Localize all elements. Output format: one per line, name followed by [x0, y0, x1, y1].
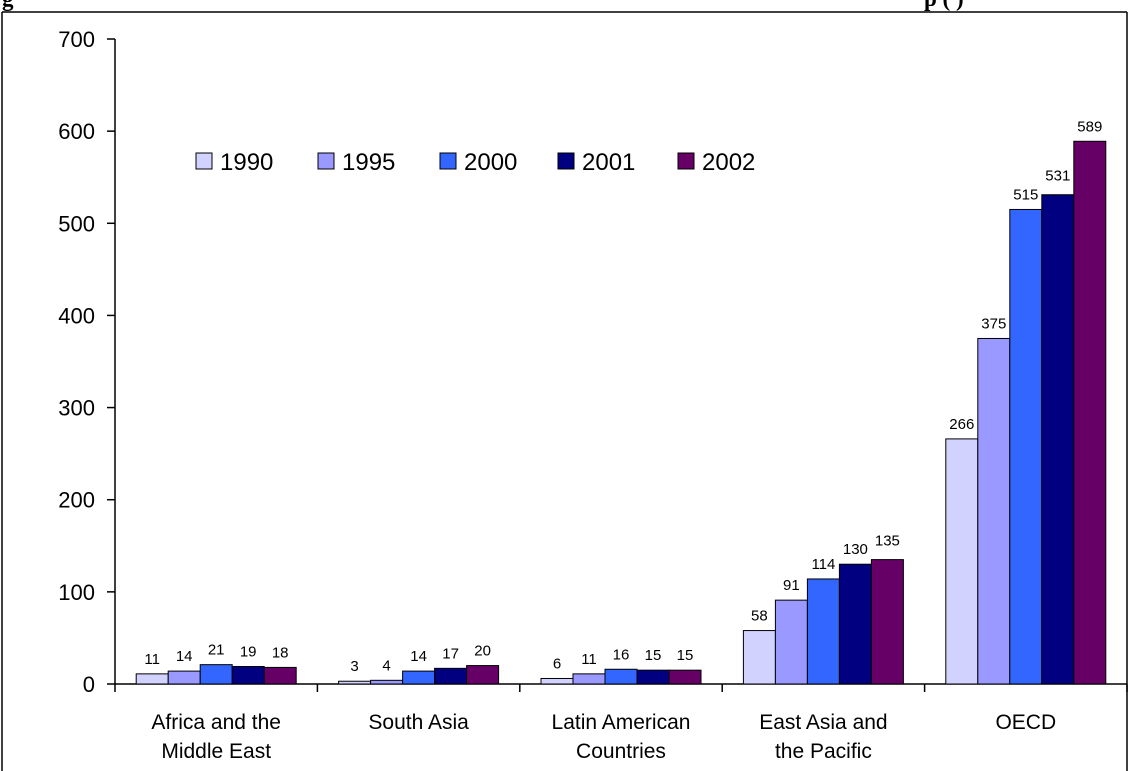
page-title-fragment-right: p ( ): [924, 0, 964, 11]
bar-2000: [604, 668, 638, 685]
bar-1995: [370, 679, 404, 685]
data-label-1995: 14: [176, 648, 193, 665]
bar-2001: [636, 669, 670, 685]
legend-swatch-1995: [317, 152, 335, 170]
data-labels: 11 14 21 19 18 3 4 14 17 20 6 11 16 15 15 58 91 114 130 135…: [144, 118, 1102, 675]
data-label-2000: 114: [811, 556, 835, 573]
bar-2001: [434, 667, 468, 685]
page-title-fragment-left: g: [2, 0, 14, 11]
bar-1995: [167, 670, 201, 685]
legend-label-2001: 2001: [582, 149, 635, 176]
data-label-2001: 15: [645, 647, 662, 664]
bar-2000: [806, 578, 840, 685]
legend-swatch-2001: [557, 152, 575, 170]
category-label: South Asia: [368, 711, 469, 734]
bar-1990: [540, 677, 574, 685]
y-tick-label: 500: [58, 211, 95, 236]
data-label-2000: 21: [208, 642, 225, 659]
category-label: OECD: [995, 711, 1056, 734]
data-label-2000: 515: [1013, 186, 1038, 203]
legend-swatch-2000: [439, 152, 457, 170]
legend: 1990 1995 2000 2001 2002: [195, 149, 755, 176]
bar-1990: [742, 630, 776, 685]
bar-2002: [870, 559, 904, 685]
bar-2001: [838, 563, 872, 685]
category-label: Middle East: [161, 740, 271, 763]
data-label-1990: 6: [553, 655, 561, 672]
legend-label-2000: 2000: [464, 149, 517, 176]
legend-swatch-1990: [195, 152, 213, 170]
bar-1990: [338, 680, 372, 685]
data-label-2002: 589: [1077, 118, 1102, 135]
bar-1995: [572, 673, 606, 685]
legend-label-2002: 2002: [702, 149, 755, 176]
y-tick-label: 100: [58, 580, 95, 605]
data-label-1990: 3: [350, 658, 358, 675]
bar-2002: [263, 666, 297, 685]
bar-1995: [774, 599, 808, 685]
legend-label-1990: 1990: [220, 149, 273, 176]
category-label: the Pacific: [775, 740, 872, 763]
y-tick-label: 600: [58, 119, 95, 144]
bar-2000: [199, 664, 233, 685]
category-label: Countries: [576, 740, 666, 763]
data-label-2002: 15: [677, 647, 694, 664]
legend-swatch-2002: [677, 152, 695, 170]
data-label-1990: 11: [144, 651, 160, 668]
legend-label-1995: 1995: [342, 149, 395, 176]
data-label-2001: 17: [442, 645, 459, 662]
y-tick-label: 400: [58, 303, 95, 328]
data-label-1990: 58: [751, 608, 768, 625]
data-label-2002: 135: [875, 533, 900, 550]
data-label-2002: 18: [272, 644, 289, 661]
category-label: Africa and the: [151, 711, 281, 734]
y-tick-label: 0: [83, 672, 95, 697]
bar-1990: [135, 673, 169, 685]
bars: [135, 140, 1107, 685]
data-label-2001: 19: [240, 643, 257, 660]
y-tick-label: 200: [58, 488, 95, 513]
bar-2001: [231, 665, 265, 685]
bar-2002: [668, 669, 702, 685]
y-tick-label: 300: [58, 396, 95, 421]
bar-1990: [945, 438, 979, 685]
data-label-2000: 16: [613, 646, 630, 663]
data-label-1995: 91: [783, 577, 800, 594]
data-label-1995: 11: [581, 651, 597, 668]
data-label-1995: 4: [382, 657, 390, 674]
category-label: East Asia and: [759, 711, 887, 734]
bar-2001: [1041, 194, 1075, 685]
data-label-1995: 375: [981, 315, 1006, 332]
bar-2000: [1009, 208, 1043, 685]
bar-1995: [977, 337, 1011, 685]
bar-2002: [1073, 140, 1107, 685]
data-label-1990: 266: [949, 416, 974, 433]
category-labels: Africa and the Middle East South Asia Latin…: [151, 711, 1056, 763]
bar-2000: [402, 670, 436, 685]
data-label-2001: 531: [1045, 168, 1070, 185]
data-label-2001: 130: [843, 541, 868, 558]
y-tick-label: 700: [58, 27, 95, 52]
bar-2002: [466, 665, 500, 685]
category-label: Latin American: [552, 711, 691, 734]
data-label-2002: 20: [474, 643, 491, 660]
data-label-2000: 14: [410, 648, 427, 665]
